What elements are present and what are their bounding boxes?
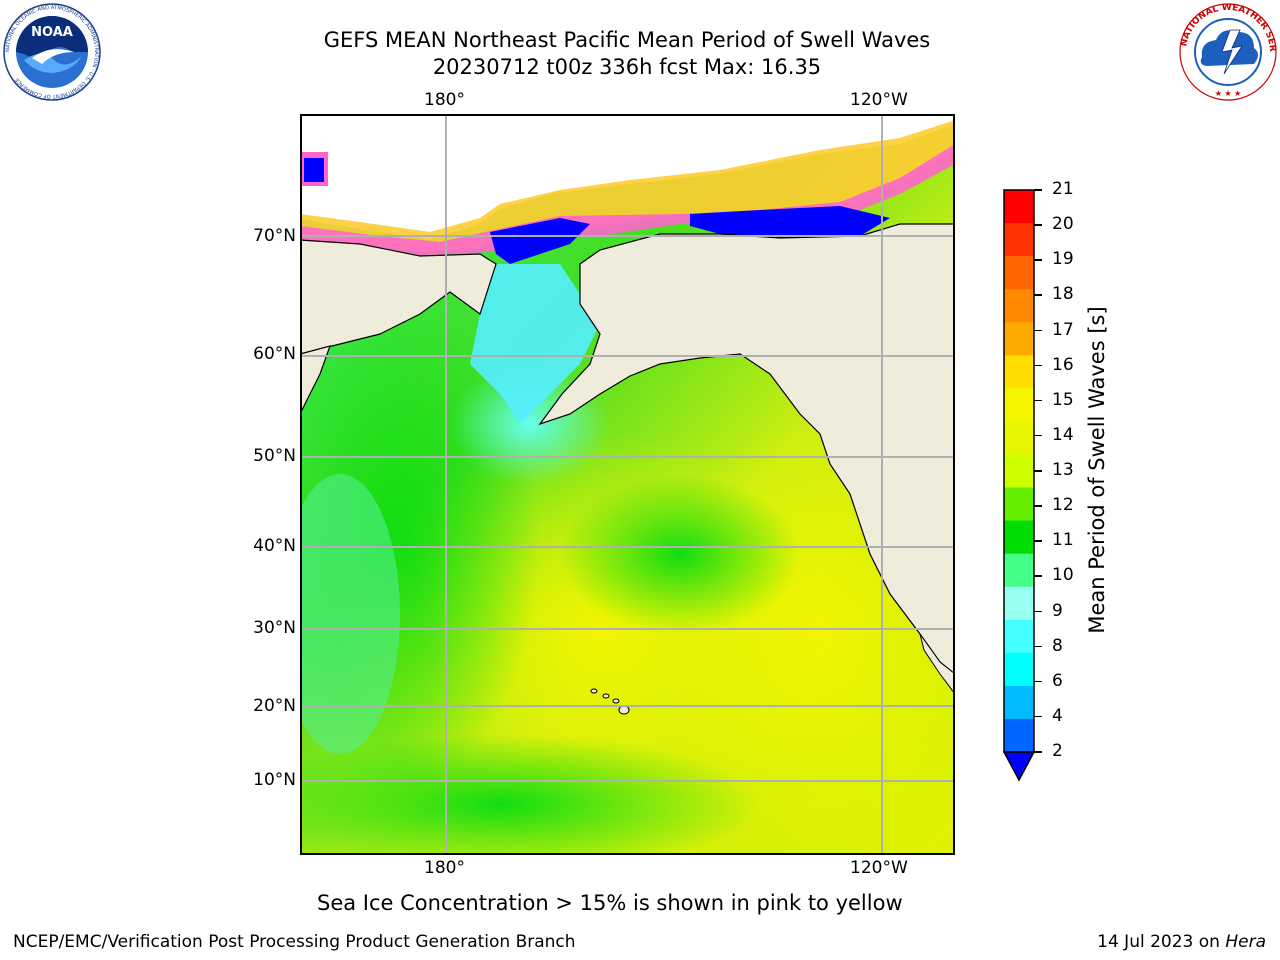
colorbar-tick-label: 17 — [1052, 319, 1074, 340]
footer-host: Hera — [1225, 932, 1266, 952]
colorbar-segment — [1004, 685, 1034, 720]
colorbar-tick-label: 9 — [1052, 600, 1063, 621]
colorbar-tick-mark — [1034, 645, 1042, 648]
colorbar-tick-mark — [1034, 751, 1042, 753]
colorbar-segment — [1004, 487, 1034, 522]
colorbar-tick-mark — [1034, 610, 1042, 612]
noaa-logo-text: NOAA — [31, 25, 73, 40]
colorbar-tick-label: 20 — [1052, 214, 1074, 235]
colorbar-segment — [1004, 223, 1034, 257]
nws-logo: NATIONAL WEATHER SERVICE ★ ★ ★ — [1178, 2, 1277, 101]
lat-label-30n: 30°N — [253, 618, 296, 638]
colorbar-tick-mark — [1034, 575, 1042, 577]
colorbar-tick-label: 4 — [1052, 705, 1063, 726]
colorbar-tick-label: 14 — [1052, 424, 1074, 445]
footer-date: 14 Jul 2023 on Hera — [1097, 932, 1266, 952]
hawaii-islands — [590, 688, 630, 715]
lon-label-top-180: 180° — [424, 90, 465, 110]
colorbar-tick-mark — [1034, 540, 1042, 542]
colorbar-tick-mark — [1034, 470, 1042, 472]
map-panel — [300, 114, 955, 855]
lat-label-60n: 60°N — [253, 344, 296, 364]
colorbar-tick-mark — [1034, 505, 1042, 507]
colorbar-tick-label: 19 — [1052, 249, 1074, 270]
svg-text:★ ★ ★: ★ ★ ★ — [1215, 89, 1242, 98]
colorbar-tick-label: 21 — [1052, 179, 1074, 199]
sea-ice-band — [300, 120, 955, 252]
colorbar-tick-label: 6 — [1052, 670, 1063, 691]
colorbar-segment — [1004, 520, 1034, 555]
colorbar-segment — [1004, 322, 1034, 356]
map-frame — [300, 114, 955, 855]
colorbar-tick-label: 18 — [1052, 284, 1074, 305]
colorbar-tick-label: 10 — [1052, 565, 1074, 586]
colorbar-tick-mark — [1034, 680, 1042, 683]
colorbar-tick-label: 11 — [1052, 530, 1074, 551]
colorbar-tick-mark — [1034, 294, 1042, 296]
colorbar-tick-mark — [1034, 434, 1042, 437]
colorbar-tick-label: 13 — [1052, 460, 1074, 480]
low-period-chukchi — [490, 218, 590, 264]
colorbar-tick-mark — [1034, 189, 1042, 191]
bering-cyan — [470, 264, 600, 424]
colorbar-segment — [1004, 652, 1034, 687]
colorbar-tick-mark — [1034, 715, 1042, 718]
colorbar-segment — [1004, 718, 1034, 753]
colorbar-segment — [1004, 355, 1034, 389]
colorbar-tick-mark — [1034, 259, 1042, 261]
colorbar-segment — [1004, 190, 1034, 224]
footer-credit: NCEP/EMC/Verification Post Processing Pr… — [13, 932, 576, 952]
colorbar-tick-label: 12 — [1052, 495, 1074, 516]
colorbar-segment — [1004, 421, 1034, 455]
lon-label-top-120w: 120°W — [850, 90, 908, 110]
lon-label-bottom-120w: 120°W — [850, 858, 908, 878]
colorbar-tick-mark — [1034, 399, 1042, 402]
colorbar-segment — [1004, 454, 1034, 489]
lat-label-50n: 50°N — [253, 446, 296, 466]
colorbar-label: Mean Period of Swell Waves [s] — [1085, 306, 1109, 634]
lat-label-20n: 20°N — [253, 696, 296, 716]
colorbar-segment — [1004, 619, 1034, 654]
colorbar — [1002, 189, 1036, 782]
chart-subtitle: 20230712 t00z 336h fcst Max: 16.35 — [432, 55, 822, 79]
map-gridlines — [300, 114, 955, 855]
colorbar-tick-mark — [1034, 224, 1042, 226]
colorbar-segment — [1004, 388, 1034, 422]
lat-label-70n: 70°N — [253, 226, 296, 246]
colorbar-tick-label: 8 — [1052, 635, 1063, 656]
colorbar-segment — [1004, 553, 1034, 588]
low-period-beaufort — [690, 206, 890, 238]
colorbar-tick-mark — [1034, 329, 1042, 331]
lat-label-40n: 40°N — [253, 536, 296, 556]
colorbar-tick-label: 15 — [1052, 389, 1074, 410]
lon-label-bottom-180: 180° — [424, 858, 465, 878]
sea-ice-caption: Sea Ice Concentration > 15% is shown in … — [317, 891, 903, 915]
footer-date-text: 14 Jul 2023 on — [1097, 932, 1226, 952]
noaa-logo: NOAA NATIONAL OCEANIC AND ATMOSPHERIC AD… — [3, 3, 101, 101]
colorbar-segment — [1004, 289, 1034, 323]
lat-label-10n: 10°N — [253, 770, 296, 790]
colorbar-tick-mark — [1034, 364, 1042, 367]
colorbar-tick-label: 16 — [1052, 354, 1074, 375]
colorbar-segment — [1004, 256, 1034, 290]
colorbar-tick-label: 2 — [1052, 741, 1063, 761]
chart-title: GEFS MEAN Northeast Pacific Mean Period … — [323, 28, 931, 52]
colorbar-segment — [1004, 586, 1034, 621]
